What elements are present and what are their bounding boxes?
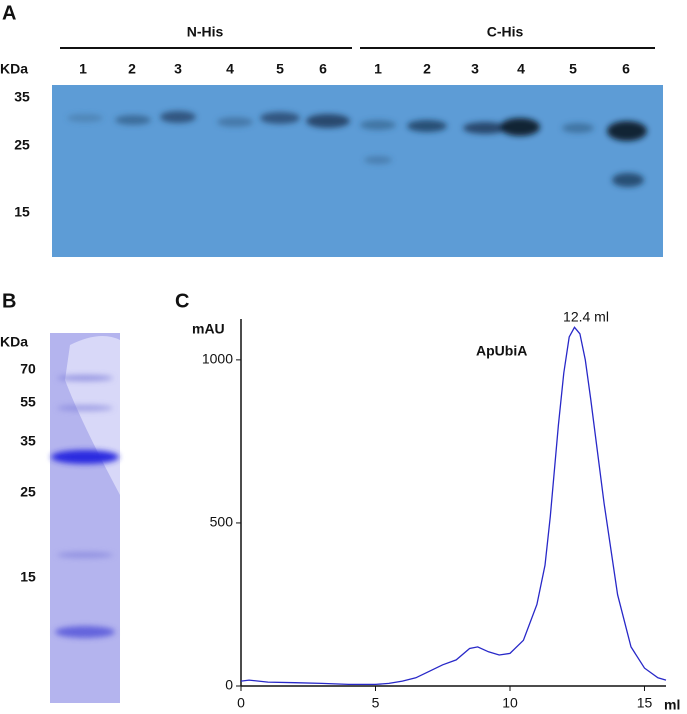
unit-label: KDa (0, 334, 28, 350)
lane-label: 4 (226, 61, 234, 77)
peak-annotation: 12.4 ml (563, 309, 609, 325)
x-axis-label: ml (664, 697, 680, 713)
y-tick-label: 1000 (202, 351, 233, 367)
group-label: N-His (187, 24, 224, 40)
x-tick-label: 10 (502, 695, 518, 711)
unit-label: KDa (0, 61, 28, 77)
lane-label: 4 (517, 61, 525, 77)
group-label: C-His (487, 24, 524, 40)
lane-label: 5 (276, 61, 284, 77)
marker-label: 35 (20, 433, 36, 449)
marker-label: 55 (20, 394, 36, 410)
lane-label: 6 (319, 61, 327, 77)
gel-bands (51, 375, 119, 638)
y-tick-label: 500 (210, 514, 234, 530)
marker-label: 15 (14, 204, 30, 220)
lane-label: 6 (622, 61, 630, 77)
lane-label: 1 (79, 61, 87, 77)
panel-letter: A (2, 2, 16, 24)
marker-label: 25 (14, 137, 30, 153)
x-tick-label: 15 (637, 695, 653, 711)
lane-label: 2 (128, 61, 136, 77)
marker-label: 25 (20, 484, 36, 500)
y-axis-label: mAU (192, 321, 225, 337)
y-tick-label: 0 (225, 677, 233, 693)
chromatogram-line (240, 326, 667, 686)
lane-label: 1 (374, 61, 382, 77)
marker-label: 15 (20, 569, 36, 585)
marker-label: 70 (20, 361, 36, 377)
x-tick-label: 5 (372, 695, 380, 711)
blot (52, 85, 663, 257)
lane-label: 3 (471, 61, 479, 77)
marker-label: 35 (14, 89, 30, 105)
blot-bands (67, 111, 647, 187)
lane-label: 2 (423, 61, 431, 77)
panel-letter: B (2, 290, 16, 312)
x-tick-label: 0 (237, 695, 245, 711)
panel-letter: C (175, 290, 189, 312)
lane-label: 5 (569, 61, 577, 77)
lane-label: 3 (174, 61, 182, 77)
sample-annotation: ApUbiA (476, 343, 527, 359)
